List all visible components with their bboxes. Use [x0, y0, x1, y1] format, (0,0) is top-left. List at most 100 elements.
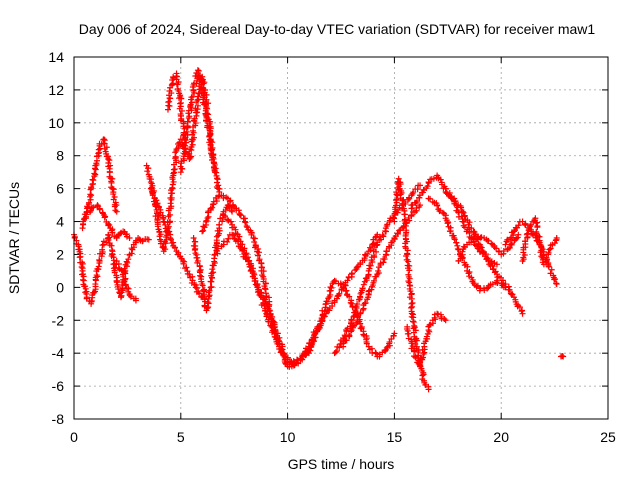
series-arc-19 — [404, 310, 449, 370]
data-point — [546, 246, 553, 253]
series-arc-03 — [81, 202, 133, 241]
data-point — [96, 256, 103, 263]
data-point — [392, 202, 399, 209]
data-point — [77, 253, 84, 260]
data-point — [156, 212, 163, 219]
data-point — [343, 287, 350, 294]
data-point — [460, 209, 467, 216]
data-point — [330, 279, 337, 286]
data-point — [485, 237, 492, 244]
data-point — [299, 353, 306, 360]
data-point — [336, 290, 343, 297]
data-point — [453, 239, 460, 246]
data-point — [302, 348, 309, 355]
data-point — [528, 221, 535, 228]
data-point — [516, 304, 523, 311]
y-tick-label: 12 — [48, 82, 64, 98]
data-point — [347, 299, 354, 306]
data-point — [147, 185, 154, 192]
data-point — [375, 267, 382, 274]
data-point — [122, 281, 129, 288]
data-point — [166, 211, 173, 218]
data-point — [153, 197, 160, 204]
data-point — [413, 337, 420, 344]
data-point — [199, 228, 206, 235]
data-point — [157, 209, 164, 216]
data-point — [227, 197, 234, 204]
data-point — [202, 100, 209, 107]
data-point — [113, 235, 120, 241]
data-point — [251, 235, 258, 242]
data-point — [408, 340, 415, 347]
data-point — [420, 371, 427, 378]
data-point — [459, 208, 466, 215]
data-point — [312, 330, 319, 337]
data-point — [145, 165, 152, 172]
data-point — [215, 245, 222, 252]
y-tick-label: -6 — [52, 378, 65, 394]
series-arc-17 — [340, 202, 424, 350]
data-point — [162, 221, 169, 228]
data-point — [170, 80, 177, 87]
data-point — [261, 302, 268, 309]
data-point — [172, 149, 179, 156]
data-point — [255, 245, 262, 252]
data-point — [177, 100, 184, 107]
y-tick-label: 8 — [56, 148, 64, 164]
data-point — [560, 353, 567, 360]
data-point — [180, 260, 187, 267]
data-point — [553, 281, 560, 288]
data-point — [92, 171, 99, 178]
data-point — [362, 299, 369, 306]
series-arc-15 — [305, 277, 398, 360]
data-point — [119, 271, 126, 278]
data-point — [393, 209, 400, 216]
data-point — [511, 228, 518, 235]
data-point — [196, 78, 203, 85]
data-point — [447, 228, 454, 235]
data-point — [424, 183, 431, 190]
data-point — [187, 154, 194, 161]
data-point — [207, 130, 214, 137]
data-point — [183, 139, 190, 146]
data-point — [282, 353, 289, 360]
data-point — [193, 254, 200, 261]
data-point — [211, 251, 218, 258]
data-point — [405, 278, 412, 285]
data-point — [251, 239, 258, 246]
data-point — [535, 233, 542, 240]
data-point — [88, 192, 95, 199]
data-point — [367, 262, 374, 269]
data-point — [336, 344, 343, 351]
data-point — [177, 169, 184, 176]
data-point — [545, 263, 552, 270]
data-point — [342, 337, 349, 344]
data-point — [262, 307, 269, 314]
data-point — [186, 113, 193, 120]
data-point — [95, 263, 102, 270]
data-point — [229, 203, 236, 210]
data-point — [548, 266, 555, 273]
data-point — [519, 310, 526, 317]
series-arc-01 — [71, 231, 112, 307]
data-point — [510, 232, 517, 239]
data-point — [417, 182, 424, 189]
tick-label-layer: 0 5 10 15 20 25 -8 -6 -4 -2 0 2 4 6 8 10 12 14 — [48, 49, 616, 445]
data-point — [393, 196, 400, 203]
data-point — [242, 219, 249, 226]
data-point — [235, 207, 242, 214]
data-point — [533, 230, 540, 237]
data-point — [263, 313, 270, 320]
x-axis-label: GPS time / hours — [288, 456, 395, 472]
data-point — [244, 254, 251, 261]
data-point — [439, 209, 446, 216]
data-point — [260, 268, 267, 275]
data-point — [354, 301, 361, 308]
x-tick-label: 20 — [493, 429, 509, 445]
data-point — [489, 281, 496, 288]
data-point — [200, 287, 207, 294]
data-point — [444, 220, 451, 227]
data-point — [182, 265, 189, 272]
data-point — [194, 67, 201, 74]
data-point — [256, 291, 263, 298]
